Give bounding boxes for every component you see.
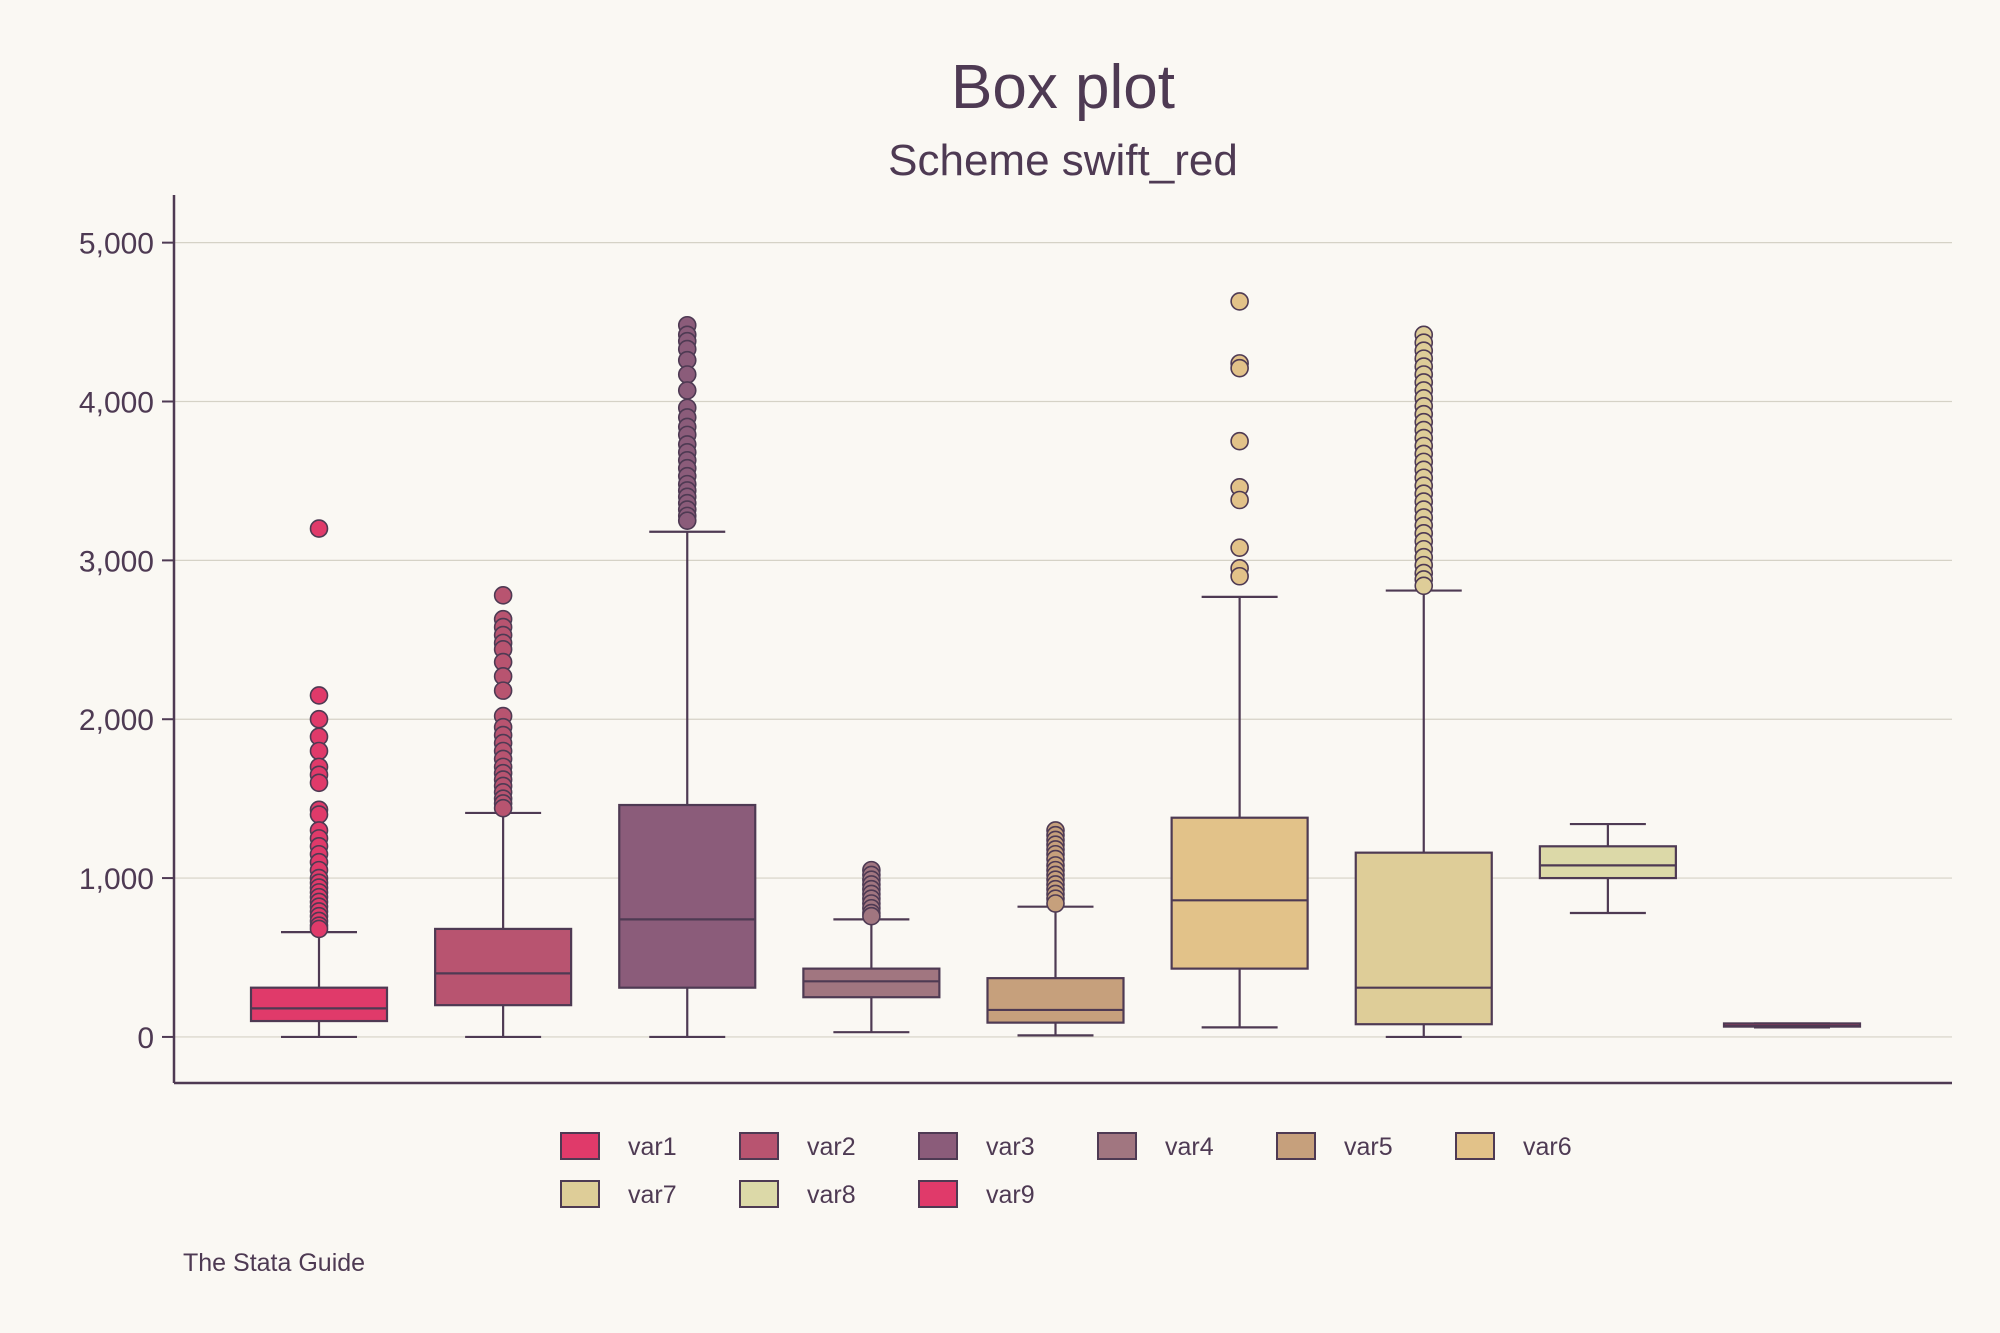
legend-swatch-var9 [918,1180,958,1208]
legend-swatch-var5 [1276,1132,1316,1160]
outlier-var2-8 [493,681,513,700]
legend-swatch-var6 [1455,1132,1495,1160]
chart-title: Box plot [951,53,1175,122]
legend-swatch-var3 [918,1132,958,1160]
box-var4 [802,967,941,999]
outlier-var1-0 [309,519,329,538]
legend-swatch-var1 [560,1132,600,1160]
box-group-var1 [249,519,389,1039]
legend-item-var8: var8 [739,1180,856,1209]
box-group-var9 [1722,1022,1862,1029]
box-group-var2 [434,586,573,1039]
legend-label-var9: var9 [986,1181,1035,1209]
outlier-var4-10 [862,906,881,926]
box-var5 [986,977,1125,1024]
y-tick-label-5: 5,000 [79,228,154,261]
y-tick-label-3: 3,000 [79,545,154,578]
box-group-var6 [1170,292,1309,1029]
legend-item-var7: var7 [560,1180,677,1209]
y-tick-label-1: 1,000 [79,863,154,896]
outlier-var6-5 [1230,490,1249,510]
box-var1 [249,986,389,1023]
outlier-var2-0 [493,586,513,605]
outlier-var1-1 [309,686,329,705]
box-var3 [618,803,757,989]
box-group-var8 [1538,822,1677,915]
legend-swatch-var4 [1097,1132,1137,1160]
box-group-var5 [986,821,1125,1037]
outlier-var6-6 [1230,538,1249,557]
outlier-var5-15 [1046,894,1065,913]
legend-label-var2: var2 [807,1133,856,1161]
outlier-var3-5 [677,365,697,384]
box-var6 [1170,816,1309,970]
outlier-var1-7 [309,773,329,793]
legend-label-var5: var5 [1344,1133,1393,1161]
legend-swatch-var2 [739,1132,779,1160]
outlier-var6-8 [1230,566,1249,586]
boxes [249,292,1862,1039]
legend-item-var5: var5 [1276,1132,1393,1161]
outlier-var1-4 [309,741,329,761]
chart-note: The Stata Guide [183,1249,365,1277]
y-tick-label-0: 0 [137,1022,154,1055]
outlier-var3-6 [677,381,697,400]
legend-item-var6: var6 [1455,1132,1572,1161]
box-group-var4 [802,860,941,1034]
outlier-var1-27 [309,919,329,939]
outlier-var1-2 [309,709,329,729]
outlier-var2-22 [493,798,513,818]
legend-label-var7: var7 [628,1181,677,1209]
legend-item-var3: var3 [918,1132,1035,1161]
legend: var1 var2 var3 var4 var5 var6 var7 var8 var9 [560,1132,1572,1209]
legend-item-var9: var9 [918,1180,1035,1209]
legend-item-var2: var2 [739,1132,856,1161]
axes: 0 1,000 2,000 3,000 4,000 5,000 [79,195,1952,1085]
outlier-var3-22 [677,511,697,530]
outlier-var6-3 [1230,431,1249,451]
box-var8 [1538,845,1677,880]
y-tick-label-4: 4,000 [79,387,154,420]
box-var2 [434,927,573,1007]
box-var7 [1354,851,1493,1026]
y-tick-label-2: 2,000 [79,704,154,737]
outlier-var6-2 [1230,358,1249,378]
legend-label-var1: var1 [628,1133,677,1161]
box-group-var7 [1354,325,1493,1039]
outlier-var1-9 [309,805,329,824]
outlier-var6-0 [1230,292,1249,311]
chart-subtitle: Scheme swift_red [888,136,1238,185]
legend-label-var4: var4 [1165,1133,1214,1161]
legend-label-var6: var6 [1523,1133,1572,1161]
legend-item-var1: var1 [560,1132,677,1161]
legend-item-var4: var4 [1097,1132,1214,1161]
legend-swatch-var8 [739,1180,779,1208]
box-group-var3 [618,315,757,1039]
legend-swatch-var7 [560,1180,600,1208]
legend-label-var8: var8 [807,1181,856,1209]
outlier-var7-32 [1414,576,1434,596]
legend-label-var3: var3 [986,1133,1035,1161]
